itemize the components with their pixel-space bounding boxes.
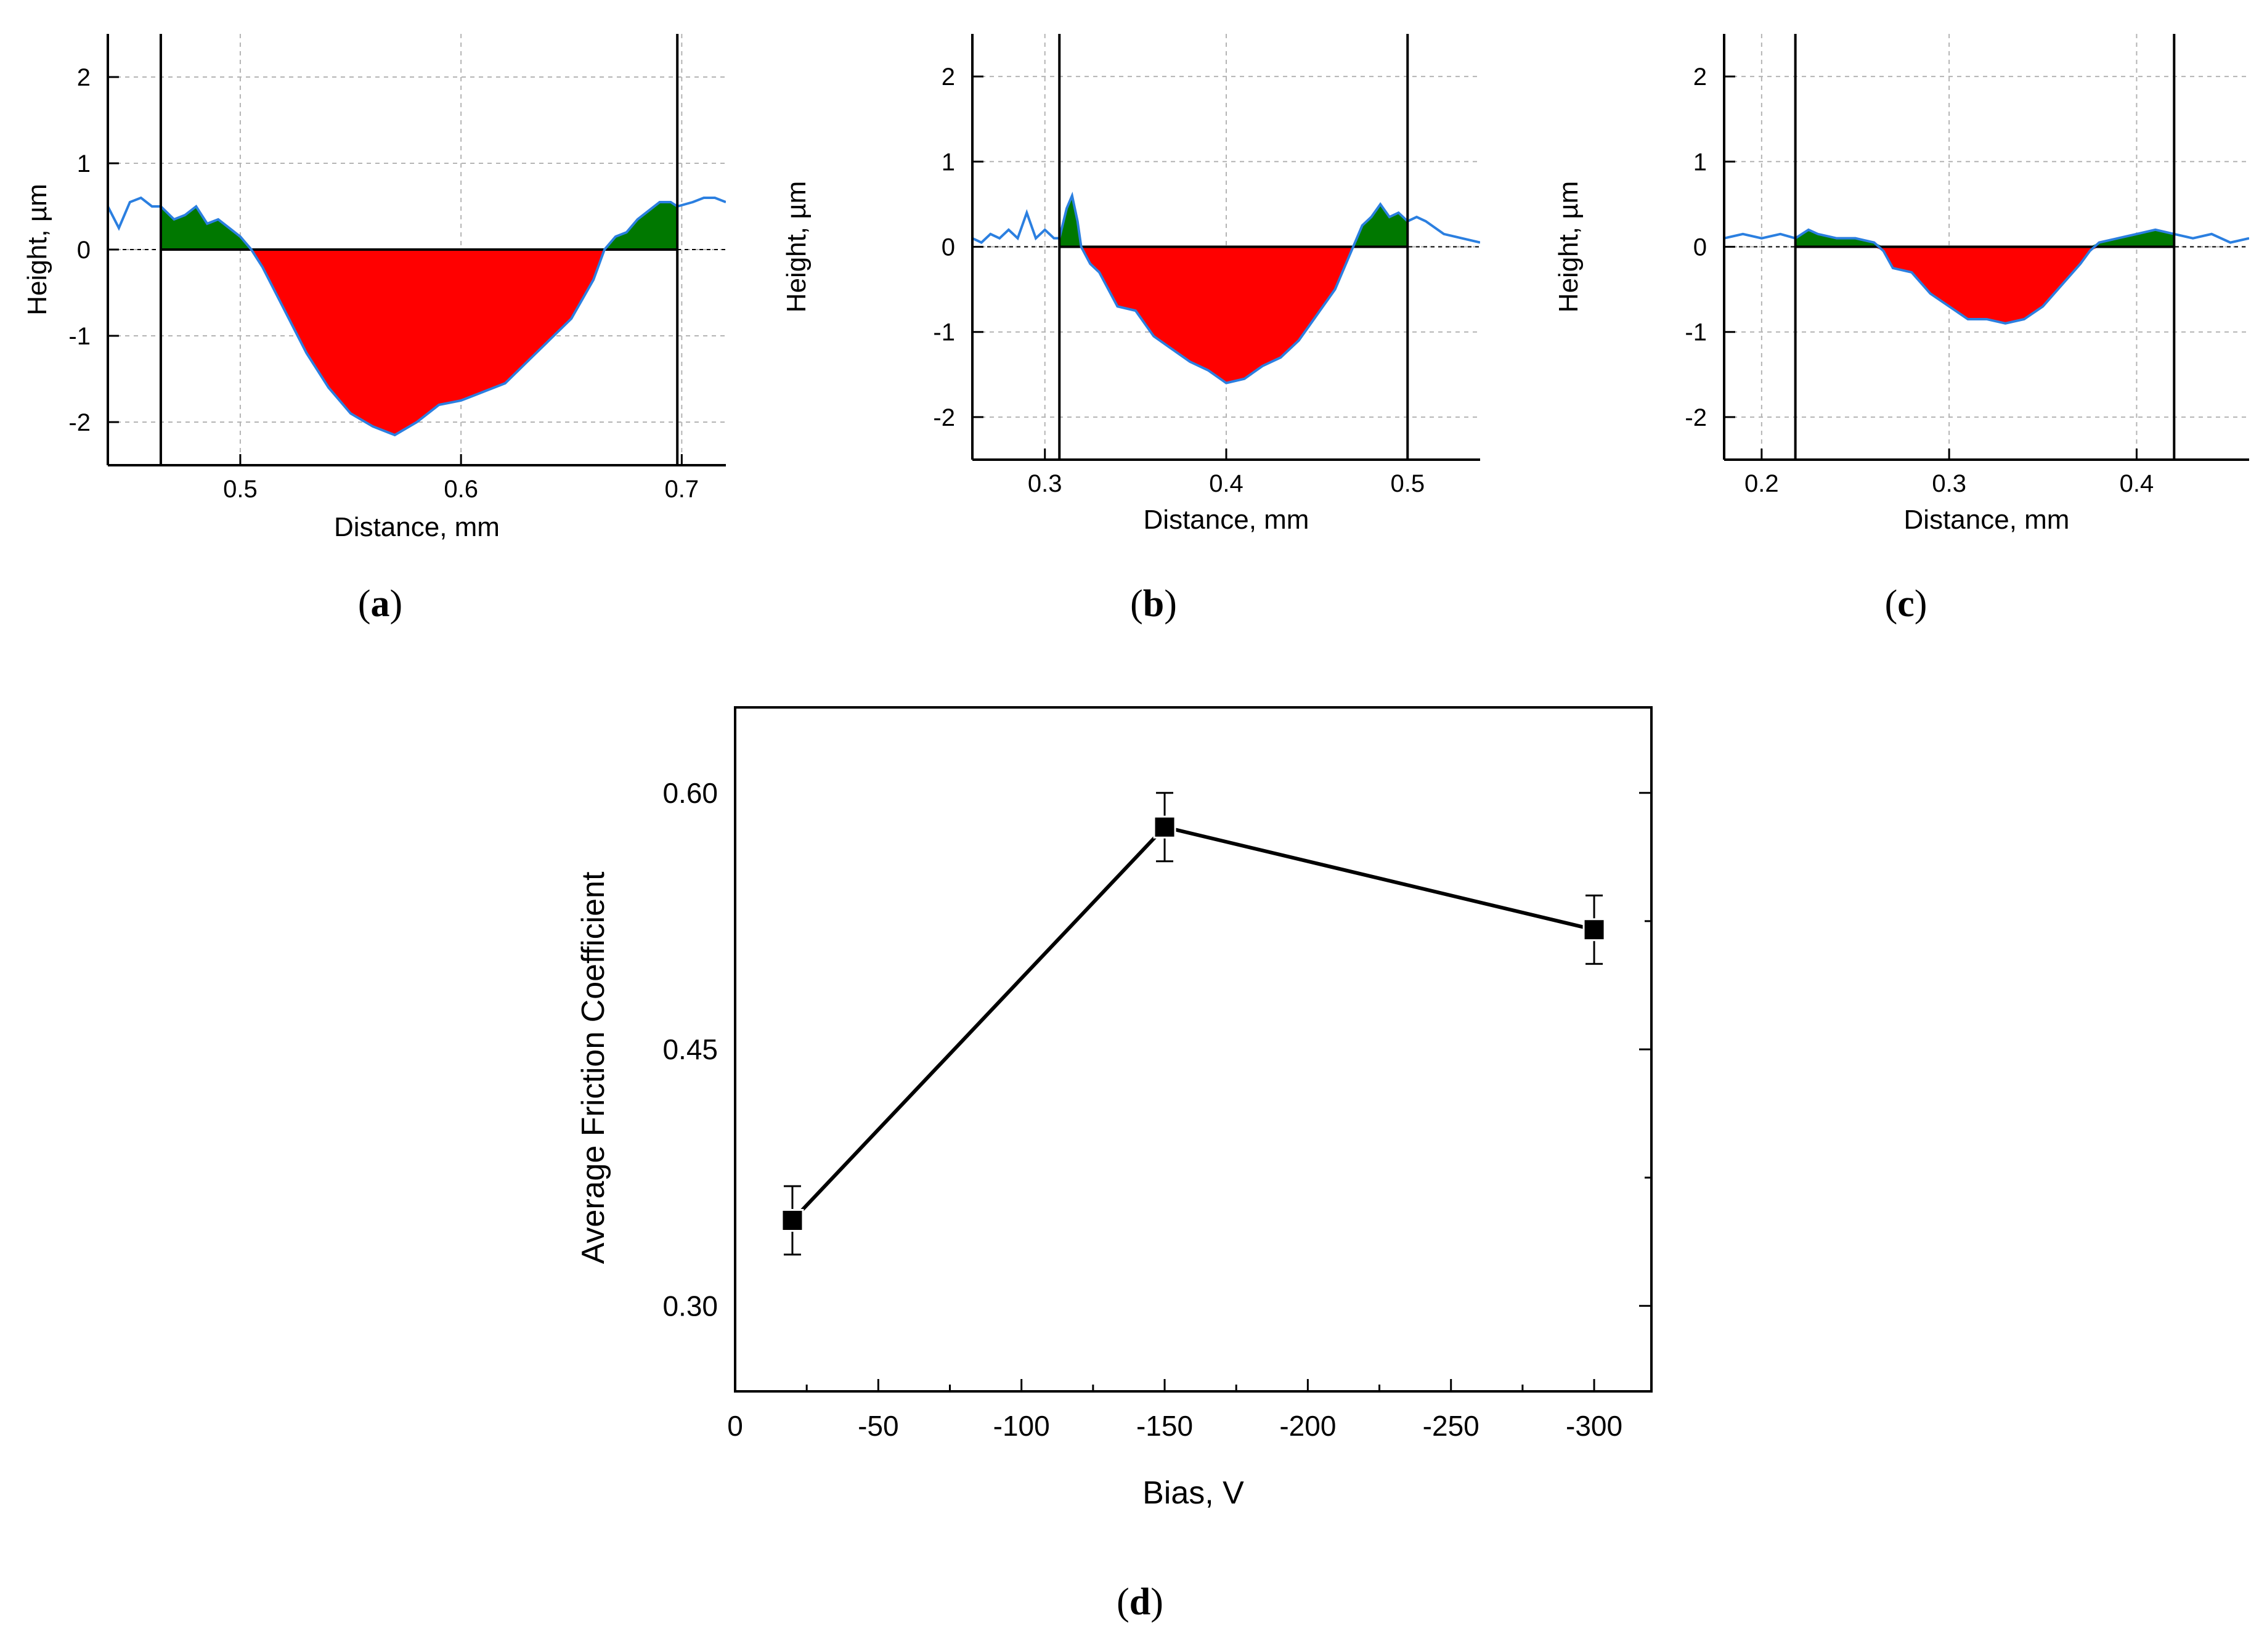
y-tick-label: 1 [1693, 149, 1707, 176]
panel-label: (b) [1130, 583, 1177, 625]
area-below-baseline [160, 250, 678, 435]
panel-label-close-paren: ) [1150, 1581, 1163, 1623]
y-tick-label: 0.60 [662, 777, 718, 809]
y-tick-label: -2 [933, 404, 955, 431]
area-below-baseline [1795, 246, 2175, 323]
area-below-baseline [1059, 246, 1408, 383]
area-above-baseline [1795, 229, 2175, 247]
panel-label-close-paren: ) [1915, 583, 1927, 625]
panel-a: 0.5 0.6 0.7 -2 -1 0 1 2 Distance, mm Height, µm (a… [22, 34, 726, 625]
y-tick-label: -1 [933, 319, 955, 346]
y-tick-label: 0 [77, 237, 91, 264]
y-axis-title: Height, µm [1553, 181, 1584, 313]
panel-label-letter: b [1143, 583, 1164, 625]
data-point [1582, 918, 1606, 942]
panel-b: 0.3 0.4 0.5 -2 -1 0 1 2 Distance, mm Height, µm (b… [781, 34, 1480, 625]
x-tick-label: -50 [858, 1410, 898, 1442]
panel-label-close-paren: ) [390, 583, 403, 625]
panel-label: (c) [1885, 583, 1927, 625]
y-tick-label: 0 [1693, 234, 1707, 261]
panel-label-letter: d [1129, 1581, 1150, 1623]
y-tick-label: 0 [942, 234, 955, 261]
y-tick-label: 2 [942, 63, 955, 91]
x-axis-title: Bias, V [1142, 1475, 1244, 1511]
x-axis-title: Distance, mm [1144, 505, 1309, 535]
y-tick-label: 1 [942, 149, 955, 176]
plot-frame [734, 706, 1653, 1393]
y-tick-label: -1 [68, 323, 91, 350]
x-tick-label: -150 [1136, 1410, 1193, 1442]
x-tick-label: -100 [993, 1410, 1050, 1442]
x-tick-label: 0.4 [2120, 470, 2154, 497]
area-above-baseline [1059, 195, 1408, 247]
x-tick-label: -250 [1423, 1410, 1479, 1442]
panel-d: 0 -50 -100 -150 -200 -250 -300 0.30 0.45 0.60 Bias… [576, 706, 1653, 1623]
panel-label-open-paren: ( [1117, 1581, 1129, 1623]
y-tick-label: -1 [1685, 319, 1707, 346]
series-line [791, 824, 1595, 1222]
profile-line [108, 196, 726, 437]
y-tick-label: -2 [1685, 404, 1707, 431]
panel-label-open-paren: ( [1885, 583, 1898, 625]
y-axis-title: Height, µm [781, 181, 812, 313]
x-axis-title: Distance, mm [334, 512, 500, 542]
x-tick-label: 0.7 [665, 476, 699, 503]
x-tick-label: 0.2 [1744, 470, 1779, 497]
x-tick-label: 0.6 [444, 476, 478, 503]
y-tick-label: 0.30 [662, 1290, 718, 1322]
area-above-baseline [160, 202, 678, 250]
x-tick-label: 0.4 [1209, 470, 1243, 497]
panel-c: 0.2 0.3 0.4 -2 -1 0 1 2 Distance, mm Height, µm (c… [1553, 34, 2249, 625]
profile-line [1724, 228, 2249, 325]
panel-label-open-paren: ( [1130, 583, 1143, 625]
panel-label-close-paren: ) [1164, 583, 1177, 625]
data-point [781, 1209, 804, 1232]
y-tick-label: 2 [77, 64, 91, 91]
x-axis-title: Distance, mm [1904, 505, 2070, 535]
profile-line [972, 191, 1480, 385]
panel-label-letter: a [371, 583, 390, 625]
panel-label-open-paren: ( [358, 583, 371, 625]
data-point [1153, 815, 1176, 839]
x-tick-label: 0 [727, 1410, 743, 1442]
y-tick-label: 0.45 [662, 1033, 718, 1065]
x-tick-label: 0.3 [1932, 470, 1966, 497]
y-tick-label: -2 [68, 409, 91, 436]
y-tick-label: 1 [77, 150, 91, 177]
x-tick-label: 0.5 [1390, 470, 1425, 497]
x-tick-label: -300 [1566, 1410, 1622, 1442]
y-axis-title: Average Friction Coefficient [576, 871, 611, 1264]
y-axis-title: Height, µm [22, 184, 52, 315]
x-tick-label: -200 [1279, 1410, 1336, 1442]
y-tick-label: 2 [1693, 63, 1707, 91]
x-tick-label: 0.5 [223, 476, 258, 503]
panel-label: (d) [1117, 1581, 1163, 1623]
panel-label: (a) [358, 583, 402, 625]
panel-label-letter: c [1897, 583, 1915, 625]
x-tick-label: 0.3 [1028, 470, 1062, 497]
